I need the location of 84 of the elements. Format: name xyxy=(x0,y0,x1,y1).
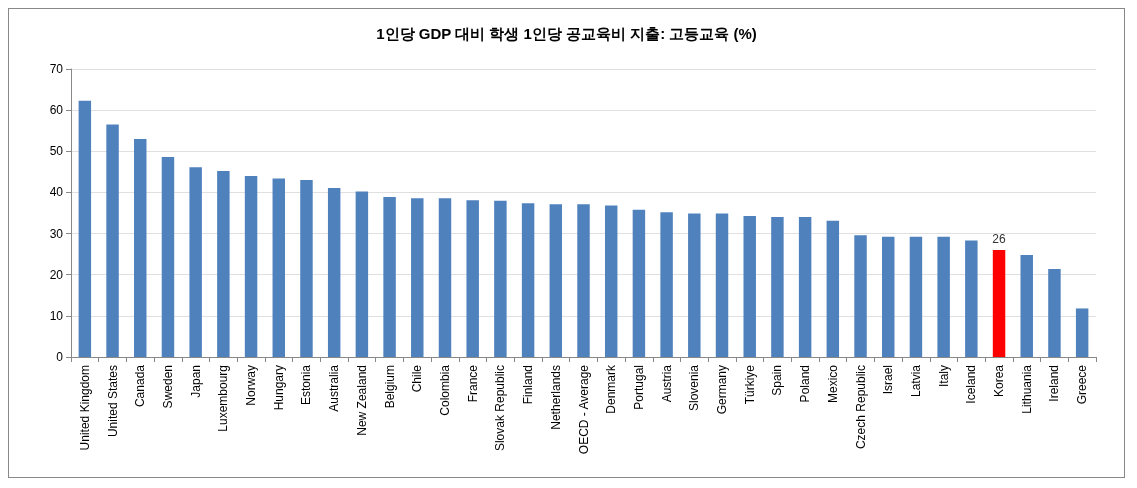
bar xyxy=(660,212,673,357)
x-tick-label: Belgium xyxy=(382,365,397,409)
bar xyxy=(992,250,1006,357)
bar xyxy=(826,220,840,357)
bar xyxy=(909,236,923,357)
bar xyxy=(798,217,812,357)
x-tick-label: Spain xyxy=(770,365,785,396)
y-tick-label: 50 xyxy=(49,144,64,159)
x-tick-label: Portugal xyxy=(631,365,646,410)
x-tick-label: Norway xyxy=(244,365,259,406)
x-tick-label: Australia xyxy=(327,364,342,412)
x-tick-label: Sweden xyxy=(160,365,175,409)
y-tick-label: 10 xyxy=(49,308,64,323)
x-tick-label: Japan xyxy=(188,365,203,398)
x-tick-label: Germany xyxy=(715,365,730,415)
y-tick-label: 70 xyxy=(49,62,64,76)
bar xyxy=(632,209,646,357)
bar xyxy=(1048,268,1061,357)
x-tick-label: Ireland xyxy=(1047,365,1062,402)
y-tick-label: 60 xyxy=(49,103,64,118)
bar xyxy=(494,200,507,357)
bar xyxy=(438,198,452,357)
y-tick-label: 0 xyxy=(56,350,64,364)
x-tick-label: Greece xyxy=(1075,364,1090,405)
x-tick-label: United States xyxy=(105,365,120,438)
x-tick-label: France xyxy=(465,364,480,403)
x-tick-label: Austria xyxy=(659,364,674,403)
bar xyxy=(882,236,895,357)
x-tick-label: Estonia xyxy=(299,364,314,406)
bar xyxy=(521,203,535,357)
x-tick-label: Chile xyxy=(410,364,425,393)
x-tick-label: Hungary xyxy=(271,365,286,411)
x-tick-label: Luxembourg xyxy=(216,365,231,432)
bar xyxy=(244,175,258,357)
x-tick-label: Iceland xyxy=(964,365,979,404)
bar xyxy=(189,167,202,357)
x-tick-label: Latvia xyxy=(908,364,923,398)
bar xyxy=(106,124,119,357)
x-tick-label: Netherlands xyxy=(548,365,563,430)
bar xyxy=(134,138,147,357)
x-tick-label: Israel xyxy=(881,365,896,395)
y-tick-label: 40 xyxy=(49,185,64,200)
x-tick-label: Finland xyxy=(521,365,536,405)
x-tick-label: Slovak Republic xyxy=(493,365,508,452)
bar xyxy=(743,215,756,357)
x-tick-label: Slovenia xyxy=(687,364,702,412)
chart-title: 1인당 GDP 대비 학생 1인당 공교육비 지출: 고등교육 (%) xyxy=(376,25,757,42)
bar xyxy=(715,213,729,357)
bar xyxy=(327,187,341,357)
x-tick-label: Czech Republic xyxy=(853,365,868,450)
bar xyxy=(300,180,313,357)
bar xyxy=(217,171,230,357)
bar xyxy=(604,205,618,357)
bar xyxy=(466,200,479,357)
bar xyxy=(577,204,590,357)
bar xyxy=(1075,308,1089,357)
y-tick-label: 30 xyxy=(49,226,64,241)
bar xyxy=(854,235,867,357)
bar xyxy=(161,157,175,357)
bar xyxy=(78,100,92,357)
bar xyxy=(1020,254,1033,357)
x-tick-label: Italy xyxy=(936,365,951,388)
bar xyxy=(549,204,563,357)
bar xyxy=(383,196,396,357)
x-tick-label: Lithuania xyxy=(1019,364,1034,414)
x-tick-label: United Kingdom xyxy=(77,365,92,451)
bar xyxy=(688,213,701,357)
bar xyxy=(272,178,285,357)
data-label: 26 xyxy=(992,232,1007,247)
x-tick-label: Canada xyxy=(133,364,148,408)
x-tick-label: Poland xyxy=(798,365,813,403)
x-tick-label: Korea xyxy=(992,364,1007,398)
bar xyxy=(355,191,369,357)
bar xyxy=(771,217,784,357)
x-tick-label: OECD - Average xyxy=(576,364,591,455)
x-tick-label: Türkiye xyxy=(742,364,757,405)
bar xyxy=(937,236,950,357)
x-tick-label: Denmark xyxy=(604,364,619,414)
y-tick-label: 20 xyxy=(49,267,64,282)
bar xyxy=(411,198,424,357)
x-tick-label: Colombia xyxy=(437,364,452,416)
bar xyxy=(965,240,978,357)
x-tick-label: Mexico xyxy=(825,364,840,404)
x-tick-label: New Zealand xyxy=(354,365,369,436)
